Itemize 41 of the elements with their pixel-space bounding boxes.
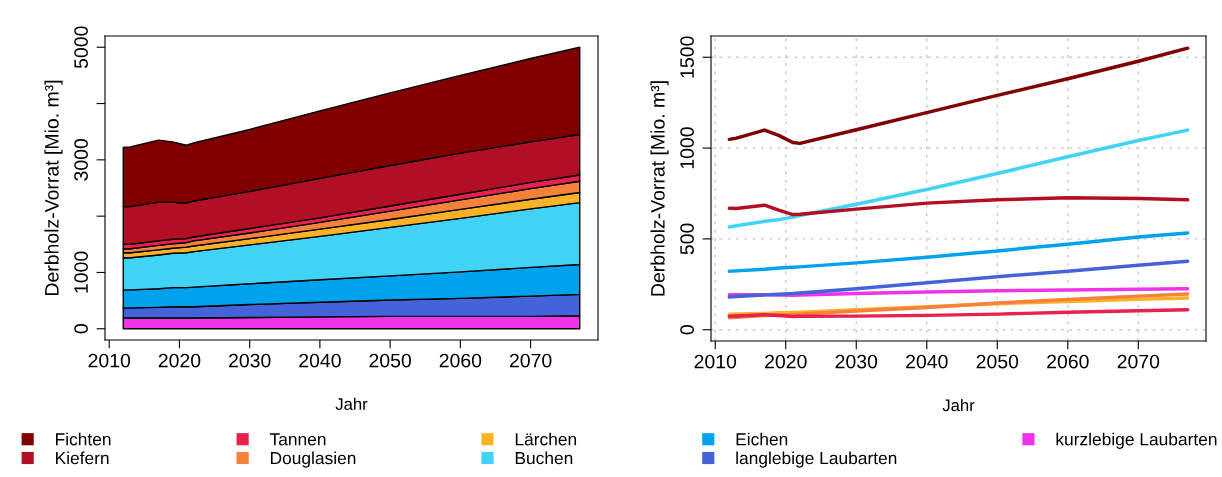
y-tick-label: 0	[74, 324, 88, 334]
legend-label: langlebige Laubarten	[736, 451, 897, 468]
y-tick-label: 3000	[74, 138, 88, 181]
legend-label: Eichen	[736, 432, 788, 446]
y-tick-label: 0	[680, 325, 694, 335]
x-tick-label: 2050	[976, 354, 1019, 369]
y-tick-label: 1000	[680, 127, 694, 169]
x-tick-label: 2060	[439, 353, 482, 368]
line-series	[727, 46, 1190, 146]
x-tick-label: 2070	[509, 353, 552, 368]
line-series	[727, 308, 1190, 319]
y-tick-label: 5000	[74, 26, 88, 69]
y-axis-title: Derbholz-Vorrat [Mio. m³]	[650, 81, 669, 296]
x-tick-label: 2040	[299, 353, 341, 368]
legend-label: kurzlebige Laubarten	[1056, 432, 1217, 449]
legend-label: Kiefern	[56, 451, 109, 465]
legend-label: Fichten	[56, 432, 111, 446]
y-tick-label: 500	[680, 223, 694, 255]
line-series	[727, 259, 1190, 299]
x-tick-label: 2070	[1117, 354, 1160, 369]
x-tick-label: 2010	[694, 354, 737, 369]
y-tick-label: 1000	[74, 251, 88, 293]
legend-label: Douglasien	[270, 451, 356, 468]
y-tick-label: 1500	[680, 36, 694, 78]
x-tick-label: 2050	[369, 353, 411, 368]
line-series	[727, 128, 1190, 229]
x-tick-label: 2030	[229, 353, 271, 368]
x-tick-label: 2030	[835, 354, 878, 369]
line-series	[727, 196, 1190, 217]
x-axis-title: Jahr	[942, 398, 975, 412]
x-axis-title: Jahr	[335, 397, 368, 410]
y-axis-title: Derbholz-Vorrat [Mio. m³]	[44, 80, 63, 295]
legend-label: Tannen	[269, 433, 326, 446]
x-tick-label: 2060	[1047, 354, 1089, 369]
legend-label: Buchen	[515, 451, 573, 465]
x-tick-label: 2020	[158, 353, 201, 368]
x-tick-label: 2020	[765, 354, 807, 369]
x-tick-label: 2010	[88, 353, 131, 368]
line-series	[727, 231, 1190, 273]
legend-label: Lärchen	[515, 432, 577, 446]
x-tick-label: 2040	[906, 354, 948, 369]
